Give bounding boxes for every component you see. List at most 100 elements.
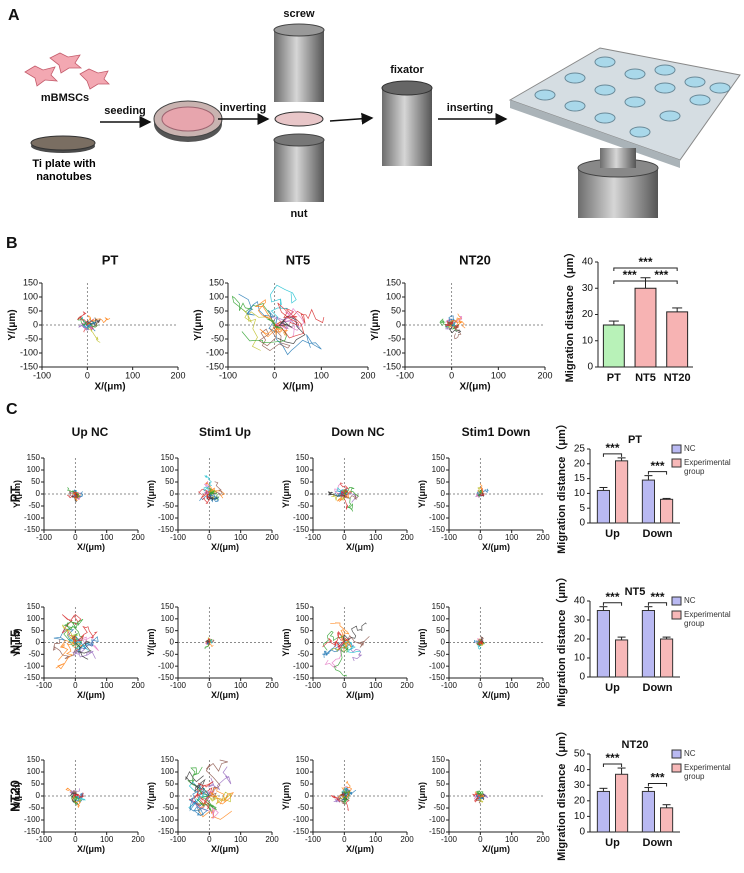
y-tick-label: -100 — [383, 347, 401, 357]
trajectory — [204, 642, 210, 650]
trajectory — [475, 794, 484, 800]
y-tick-label: 5 — [579, 503, 585, 514]
nut — [274, 140, 324, 202]
y-axis-label: Y/(μm) — [370, 309, 381, 340]
y-tick-label: -50 — [28, 803, 40, 812]
x-tick-label: 0 — [73, 835, 78, 844]
trajectory — [73, 792, 85, 799]
y-axis-label: Y/(μm) — [281, 480, 291, 508]
trajectory — [196, 795, 217, 812]
x-tick-label: -100 — [170, 835, 187, 844]
legend-entry: NC — [684, 749, 696, 758]
y-tick-label: 150 — [27, 602, 41, 611]
y-tick-label: 50 — [28, 305, 38, 315]
trajectory — [69, 792, 79, 805]
y-tick-label: 0 — [219, 319, 224, 329]
significance: *** — [638, 255, 652, 269]
row-label: NT20 — [7, 780, 22, 812]
x-tick-label: 200 — [265, 835, 279, 844]
x-tick-label: 100 — [369, 835, 383, 844]
y-tick-label: 10 — [582, 335, 594, 346]
trajectory — [61, 614, 82, 643]
y-tick-label: 0 — [33, 319, 38, 329]
y-tick-label: -50 — [162, 803, 174, 812]
trajectory — [274, 302, 305, 339]
screw — [274, 30, 324, 102]
y-tick-label: -150 — [429, 673, 446, 682]
y-axis-label: Y/(μm) — [417, 782, 427, 810]
trajectory — [254, 299, 278, 338]
bar — [660, 638, 674, 678]
x-tick-label: 200 — [265, 681, 279, 690]
y-tick-label: 50 — [31, 626, 40, 635]
bar — [660, 807, 674, 833]
trajectory — [243, 309, 275, 351]
legend-label: Experimental group — [684, 610, 731, 628]
x-axis-label: X/(μm) — [77, 690, 105, 700]
fixator — [382, 88, 432, 166]
bar — [615, 460, 629, 524]
well-plate-side — [510, 100, 680, 168]
y-tick-label: 150 — [161, 602, 175, 611]
x-axis-label: X/(μm) — [346, 690, 374, 700]
y-tick-label: 100 — [161, 465, 175, 474]
y-tick-label: -50 — [162, 501, 174, 510]
y-axis-label: Y/(μm) — [146, 628, 156, 656]
x-tick-label: Up — [605, 682, 620, 694]
y-tick-label: 0 — [36, 791, 41, 800]
bar — [660, 498, 674, 524]
legend-swatch — [671, 610, 682, 620]
trajectory — [344, 634, 370, 648]
trajectory — [274, 307, 325, 326]
trajectory — [57, 639, 83, 661]
y-tick-label: -100 — [158, 513, 175, 522]
trajectory — [241, 318, 288, 343]
y-tick-label: 0 — [441, 638, 446, 647]
y-tick-label: -50 — [433, 501, 445, 510]
y-tick-label: 0 — [579, 827, 585, 838]
trajectory — [479, 483, 484, 495]
y-tick-label: -150 — [293, 827, 310, 836]
trajectory — [477, 486, 481, 495]
y-tick-label: 100 — [296, 767, 310, 776]
trajectory — [322, 630, 350, 648]
trajectory — [82, 324, 96, 332]
text: inverting — [220, 102, 266, 114]
ti-plate — [30, 135, 96, 151]
trajectory — [270, 284, 297, 326]
y-tick-label: 40 — [574, 764, 586, 775]
trajectory — [478, 489, 483, 497]
trajectory — [231, 295, 275, 326]
y-tick-label: 100 — [432, 614, 446, 623]
y-axis-label: Y/(μm) — [193, 309, 204, 340]
trajectory — [339, 482, 349, 497]
trajectory — [55, 636, 76, 670]
y-tick-label: -100 — [24, 513, 41, 522]
y-tick-label: 100 — [296, 614, 310, 623]
x-tick-label: 0 — [73, 533, 78, 542]
x-tick-label: 200 — [536, 533, 550, 542]
trajectory — [439, 318, 452, 328]
bar — [615, 639, 629, 678]
wells — [534, 56, 731, 138]
y-axis-label: Migration distance（μm） — [555, 571, 568, 707]
y-tick-label: 15 — [574, 473, 586, 484]
small-plate — [274, 111, 324, 127]
x-tick-label: -100 — [441, 681, 458, 690]
y-tick-label: -50 — [297, 501, 309, 510]
x-tick-label: 100 — [491, 370, 506, 380]
x-tick-label: 100 — [505, 681, 519, 690]
x-tick-label: 200 — [400, 533, 414, 542]
trajectory — [87, 324, 101, 343]
x-tick-label: -100 — [170, 533, 187, 542]
x-tick-label: 0 — [478, 835, 483, 844]
trajectory — [478, 639, 484, 646]
y-tick-label: 0 — [170, 489, 175, 498]
x-tick-label: NT20 — [664, 372, 691, 384]
trajectory — [208, 492, 220, 502]
x-tick-label: 200 — [537, 370, 552, 380]
column-title: Up NC — [72, 425, 109, 439]
y-tick-label: 150 — [161, 755, 175, 764]
significance: *** — [650, 771, 664, 785]
